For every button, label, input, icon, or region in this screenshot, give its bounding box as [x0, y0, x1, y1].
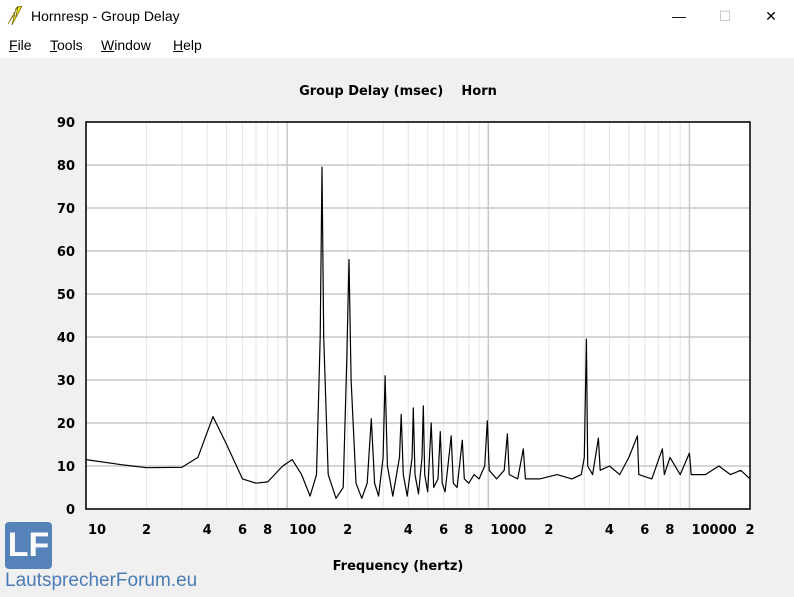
- menu-bar: File Tools Window Help: [0, 32, 794, 58]
- x-tick-label: 4: [404, 523, 413, 538]
- y-tick-label: 80: [57, 159, 75, 174]
- window-title: Hornresp - Group Delay: [31, 8, 180, 24]
- group-delay-chart: Group Delay (msec) Horn Frequency (hertz…: [57, 84, 755, 574]
- x-tick-label: 2: [343, 523, 352, 538]
- menu-file[interactable]: File: [9, 37, 32, 53]
- watermark: LF LautsprecherForum.eu: [5, 522, 197, 591]
- lightning-icon: [7, 6, 23, 26]
- y-tick-label: 30: [57, 374, 75, 389]
- maximize-button[interactable]: ☐: [718, 8, 732, 24]
- plot-border: [85, 121, 751, 510]
- title-bar: Hornresp - Group Delay — ☐ ✕: [0, 0, 794, 32]
- y-tick-label: 0: [66, 503, 75, 518]
- y-tick-label: 60: [57, 245, 75, 260]
- menu-window[interactable]: Window: [101, 37, 151, 53]
- x-tick-label: 6: [439, 523, 448, 538]
- watermark-text: LautsprecherForum.eu: [5, 570, 198, 591]
- x-tick-label: 100: [289, 523, 316, 538]
- x-tick-label: 8: [464, 523, 473, 538]
- x-tick-label: 10000: [691, 523, 736, 538]
- y-tick-label: 50: [57, 288, 75, 303]
- y-tick-label: 70: [57, 202, 75, 217]
- plot-area: [86, 122, 750, 509]
- chart-title: Group Delay (msec) Horn: [299, 84, 497, 99]
- x-tick-label: 2: [142, 523, 151, 538]
- x-axis-label: Frequency (hertz): [333, 559, 464, 574]
- menu-tools[interactable]: Tools: [50, 37, 83, 53]
- x-tick-label: 1000: [490, 523, 526, 538]
- x-tick-label: 8: [263, 523, 272, 538]
- x-tick-label: 2: [745, 523, 754, 538]
- y-tick-label: 10: [57, 460, 75, 475]
- x-tick-label: 10: [88, 523, 106, 538]
- y-tick-label: 20: [57, 417, 75, 432]
- x-tick-label: 2: [544, 523, 553, 538]
- x-tick-label: 6: [238, 523, 247, 538]
- group-delay-line: [85, 166, 751, 499]
- watermark-logo: LF: [5, 522, 52, 569]
- x-tick-label: 8: [665, 523, 674, 538]
- minimize-button[interactable]: —: [672, 8, 686, 24]
- menu-help[interactable]: Help: [173, 37, 202, 53]
- x-tick-label: 6: [640, 523, 649, 538]
- y-tick-label: 90: [57, 116, 75, 131]
- x-tick-label: 4: [203, 523, 212, 538]
- x-tick-label: 4: [605, 523, 614, 538]
- y-tick-label: 40: [57, 331, 75, 346]
- close-button[interactable]: ✕: [765, 8, 777, 24]
